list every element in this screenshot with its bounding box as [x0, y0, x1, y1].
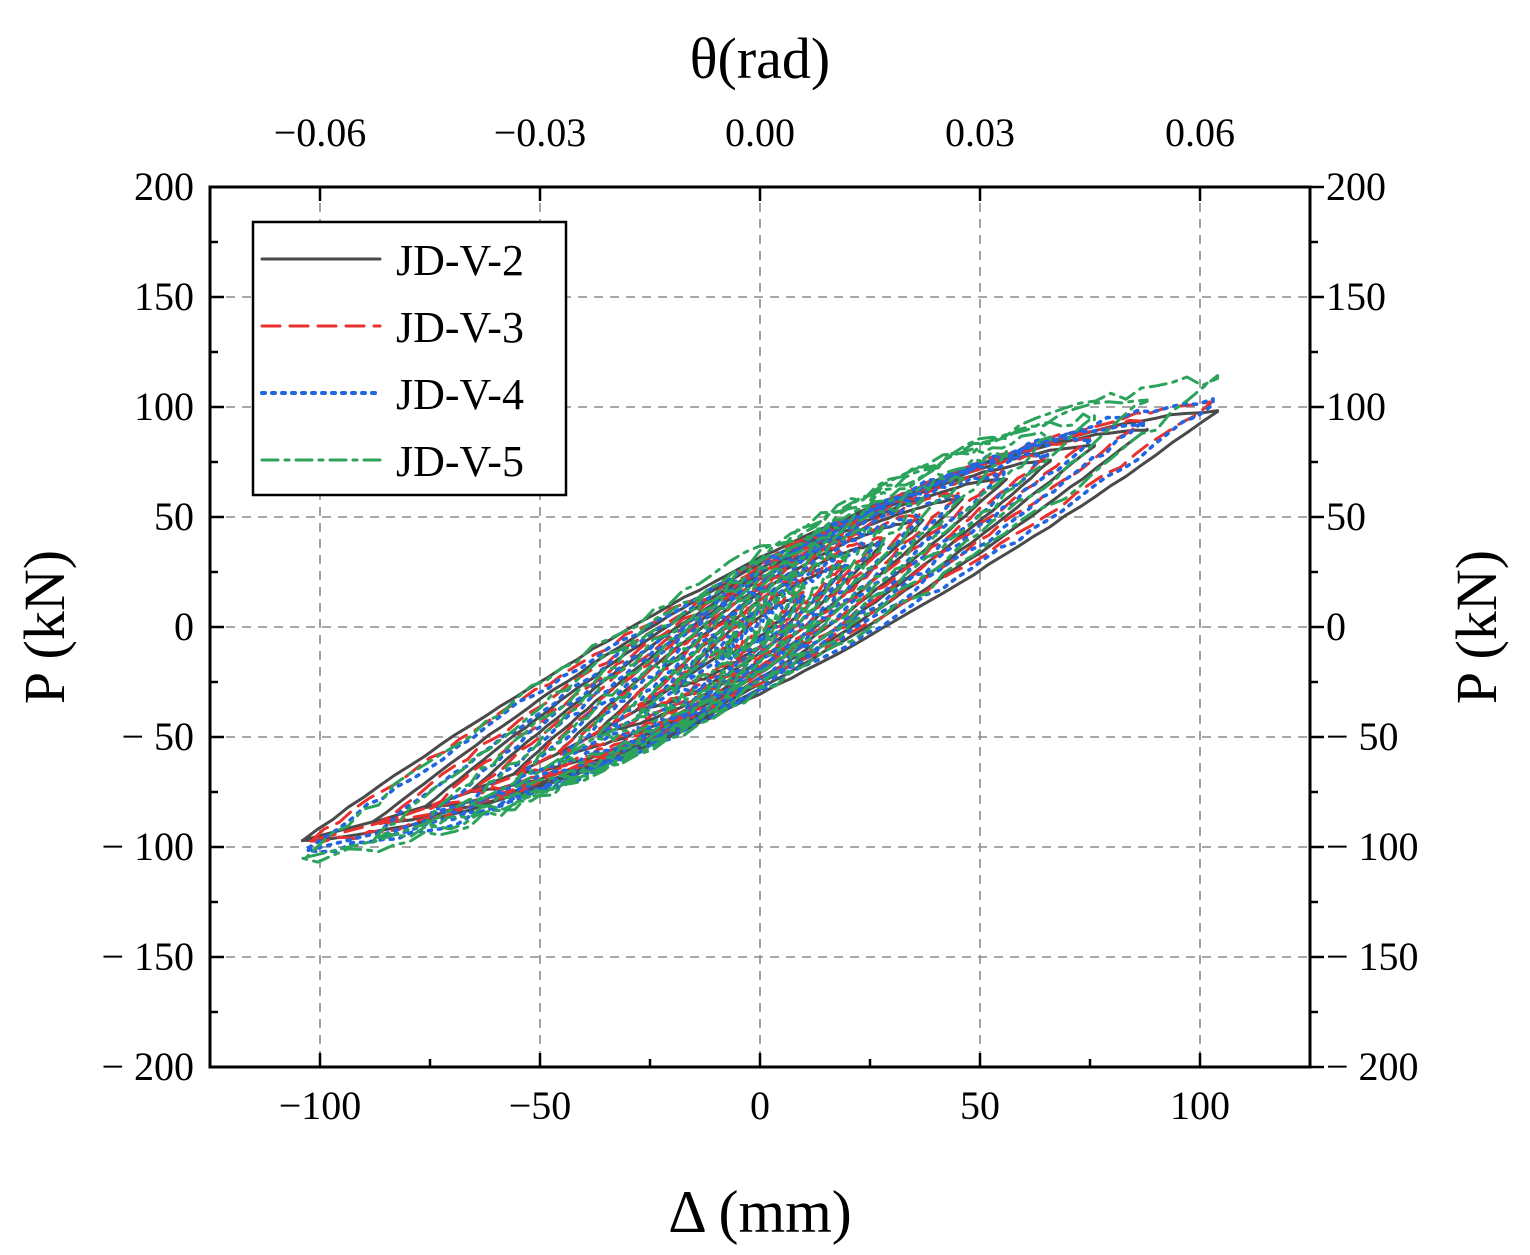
y-tick-label-right: 100	[1326, 384, 1386, 429]
x-tick-label: −50	[509, 1083, 572, 1128]
y-tick-label-left: 200	[134, 164, 194, 209]
y-tick-label-right: 150	[1326, 274, 1386, 319]
x-tick-label: −100	[279, 1083, 362, 1128]
x2-axis-title: θ(rad)	[690, 26, 830, 91]
legend-box	[251, 220, 568, 497]
y-tick-label-left: 0	[174, 604, 194, 649]
y-tick-label-left: − 200	[101, 1044, 194, 1089]
x-axis-title: Δ (mm)	[668, 1179, 852, 1245]
x2-tick-label: −0.06	[274, 110, 367, 155]
y-tick-label-right: 0	[1326, 604, 1346, 649]
y-tick-label-right: − 150	[1326, 934, 1419, 979]
y-axis-title-left: P (kN)	[12, 550, 77, 704]
y-tick-label-right: 200	[1326, 164, 1386, 209]
y-tick-label-right: − 100	[1326, 824, 1419, 869]
legend: JD-V-2 JD-V-3 JD-V-4 JD-V-5	[251, 220, 568, 497]
x2-tick-label: 0.00	[725, 110, 795, 155]
x2-tick-label: 0.06	[1165, 110, 1235, 155]
y-tick-label-left: 50	[154, 494, 194, 539]
x2-tick-label: 0.03	[945, 110, 1015, 155]
x2-tick-label: −0.03	[494, 110, 587, 155]
x-tick-label: 0	[750, 1083, 770, 1128]
y-tick-label-right: − 50	[1326, 714, 1399, 759]
y-tick-label-left: − 100	[101, 824, 194, 869]
legend-label-jd-v-2: JD-V-2	[396, 236, 524, 285]
tick-layer: −100 −50 0 50 100 −0.06 −0.03 0.00 0.03 0.06 200 20…	[101, 110, 1418, 1128]
x-tick-label: 50	[960, 1083, 1000, 1128]
y-tick-label-right: 50	[1326, 494, 1366, 539]
series-line-jd-v-5	[300, 374, 1220, 864]
series-layer	[300, 374, 1220, 864]
y-tick-label-left: − 150	[101, 934, 194, 979]
series-line-jd-v-3	[307, 400, 1213, 845]
y-tick-label-right: − 200	[1326, 1044, 1419, 1089]
legend-label-jd-v-3: JD-V-3	[396, 303, 524, 352]
y-axis-title-right: P (kN)	[1444, 550, 1509, 704]
y-tick-label-left: − 50	[121, 714, 194, 759]
y-tick-label-left: 100	[134, 384, 194, 429]
legend-label-jd-v-4: JD-V-4	[396, 370, 524, 419]
legend-label-jd-v-5: JD-V-5	[396, 437, 524, 486]
y-tick-label-left: 150	[134, 274, 194, 319]
x-tick-label: 100	[1170, 1083, 1230, 1128]
